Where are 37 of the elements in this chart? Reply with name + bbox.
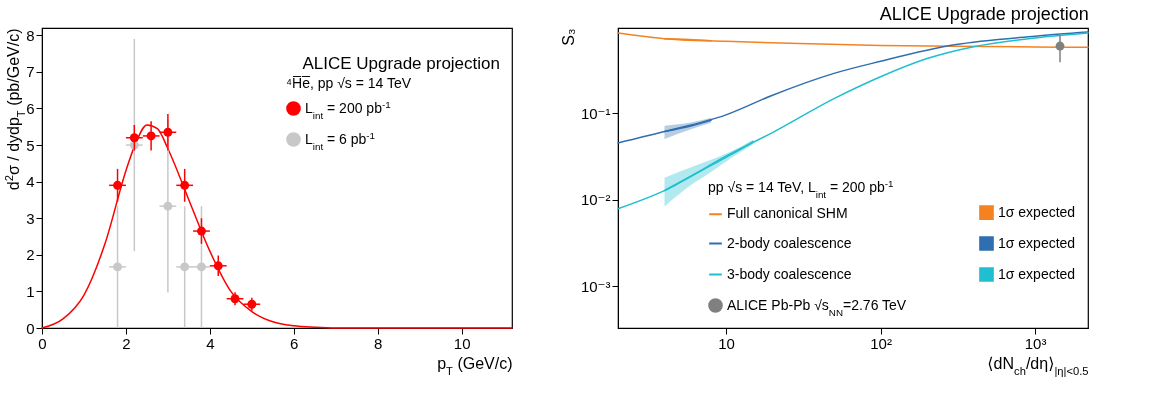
- legend-label: L$_{int}$ = 200 pb$^{-1}$: [305, 98, 391, 120]
- y-tick-label: 10⁻²: [580, 191, 611, 209]
- legend-label: 1σ expected: [998, 203, 1076, 220]
- chart-title: ALICE Upgrade projection: [879, 4, 1089, 24]
- legend-label: 2-body coalescence: [727, 234, 852, 251]
- legend-label: 3-body coalescence: [727, 265, 852, 282]
- x-axis-title: ⟨dN$_{ch}$/dη⟩$_{|η|<0.5}$: [987, 354, 1089, 377]
- y-tick-label: 8: [26, 26, 35, 44]
- annotation: ALICE Upgrade projection: [302, 54, 500, 73]
- x-tick-label: 4: [206, 334, 215, 352]
- y-tick-label: 6: [26, 99, 35, 117]
- y-axis-title: S₃: [559, 28, 577, 46]
- x-tick-label: 10: [453, 334, 471, 352]
- y-tick-label: 2: [26, 246, 35, 264]
- legend-title: ⁴H̅e̅, pp √s = 14 TeV: [286, 75, 412, 91]
- x-tick-label: 2: [122, 334, 131, 352]
- legend-label: 1σ expected: [998, 234, 1076, 251]
- x-tick-label: 10³: [1024, 334, 1047, 352]
- legend-label: Full canonical SHM: [727, 205, 848, 222]
- legend-title: pp √s = 14 TeV, L$_{int}$ = 200 pb$^{-1}$: [708, 177, 894, 200]
- x-tick-label: 8: [374, 334, 383, 352]
- y-tick-label: 0: [26, 319, 35, 337]
- x-tick-label: 10²: [870, 334, 892, 352]
- x-tick-label: 0: [38, 334, 47, 352]
- legend-label: L$_{int}$ = 6 pb$^{-1}$: [305, 129, 376, 151]
- y-tick-label: 10⁻¹: [580, 104, 611, 122]
- x-tick-label: 6: [290, 334, 299, 352]
- y-tick-label: 10⁻³: [580, 277, 611, 295]
- x-tick-label: 10: [718, 334, 735, 352]
- legend-label: ALICE Pb-Pb √s$_{NN}$=2.76 TeV: [727, 296, 907, 317]
- y-tick-label: 3: [26, 209, 35, 227]
- y-tick-label: 7: [26, 63, 35, 81]
- legend-label: 1σ expected: [998, 265, 1076, 282]
- y-tick-label: 1: [26, 282, 35, 300]
- y-tick-label: 5: [26, 136, 35, 154]
- x-axis-title: p$_{T}$ (GeV/c): [437, 354, 513, 377]
- y-tick-label: 4: [26, 173, 35, 191]
